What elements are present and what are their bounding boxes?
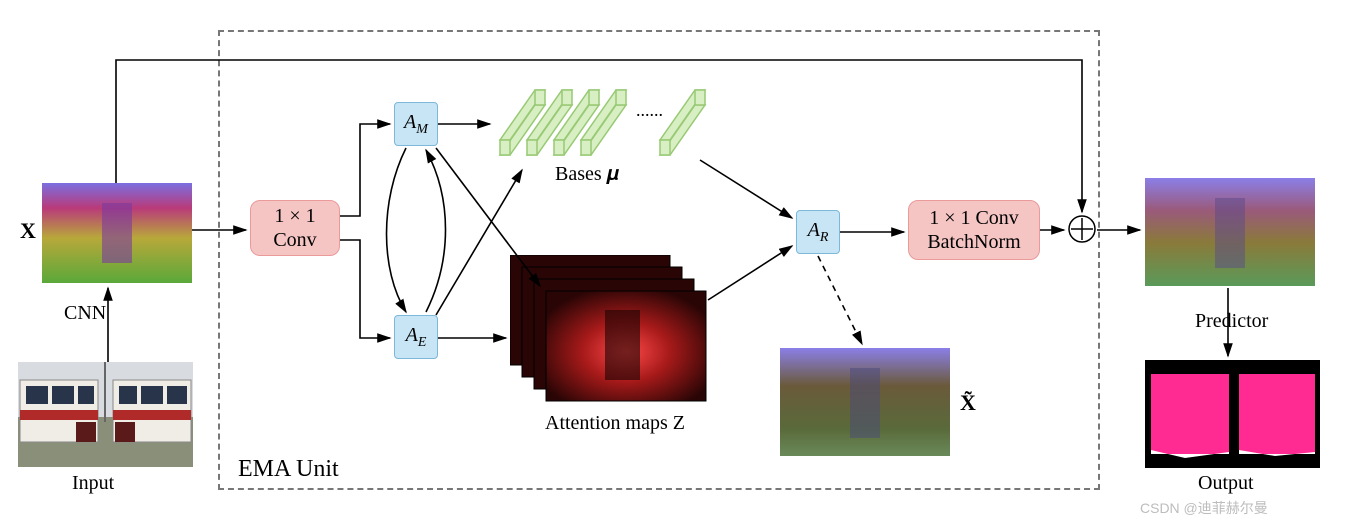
- convbn-line1: 1 × 1 Conv: [929, 206, 1019, 230]
- watermark: CSDN @迪菲赫尔曼: [1140, 498, 1268, 518]
- bases-label: Bases 𝝁: [555, 163, 619, 186]
- a-r-sub: R: [820, 230, 829, 245]
- x-label: X: [20, 218, 36, 244]
- predictor-label: Predictor: [1195, 310, 1268, 333]
- bases-dots: ......: [636, 100, 663, 121]
- skip-add: [1067, 214, 1097, 244]
- a-e-sub: E: [418, 335, 427, 350]
- attention-label: Attention maps Z: [545, 412, 685, 435]
- a-e-text: A: [406, 324, 418, 346]
- x-tilde-label: X̃: [960, 390, 976, 416]
- x-feature-map: [42, 183, 192, 283]
- a-r-box: AR: [796, 210, 840, 254]
- output-seg: [1145, 360, 1320, 468]
- convbn-box: 1 × 1 Conv BatchNorm: [908, 200, 1040, 260]
- conv1-line2: Conv: [273, 228, 316, 252]
- cnn-label: CNN: [64, 302, 106, 325]
- conv1-box: 1 × 1 Conv: [250, 200, 340, 256]
- input-image: [18, 362, 193, 467]
- attention-stack: [510, 255, 710, 415]
- a-r-text: A: [808, 219, 820, 241]
- convbn-line2: BatchNorm: [927, 230, 1020, 254]
- input-label: Input: [72, 472, 114, 495]
- a-m-box: AM: [394, 102, 438, 146]
- a-e-box: AE: [394, 315, 438, 359]
- bases-bars: [495, 85, 715, 165]
- output-feature-map: [1145, 178, 1315, 286]
- ema-unit-label: EMA Unit: [238, 456, 339, 483]
- conv1-line1: 1 × 1: [274, 204, 315, 228]
- a-m-text: A: [404, 111, 416, 133]
- output-label: Output: [1198, 472, 1254, 495]
- x-tilde-map: [780, 348, 950, 456]
- a-m-sub: M: [416, 122, 428, 137]
